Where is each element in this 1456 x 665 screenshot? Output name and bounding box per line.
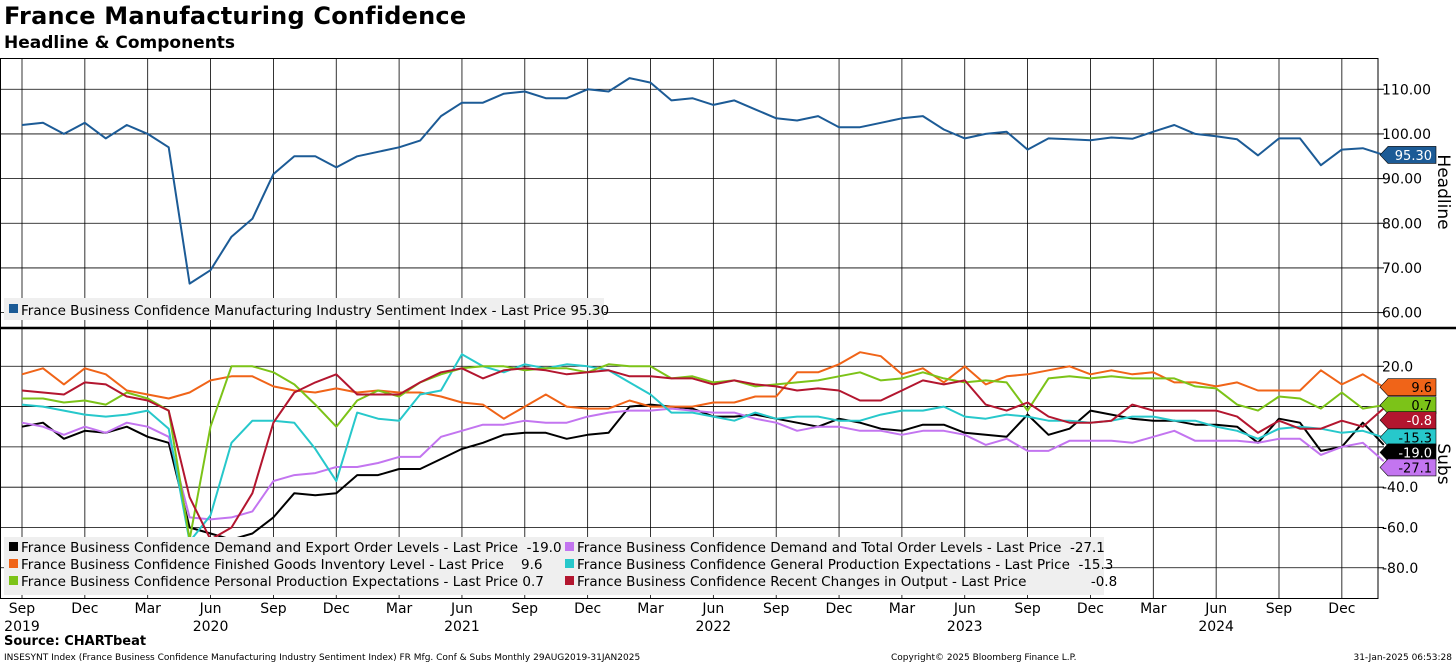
legend-swatch: [565, 559, 574, 568]
x-year-label: 2022: [696, 619, 732, 635]
x-tick-label: Jun: [450, 601, 473, 617]
last-price-tag-label: -0.8: [1407, 414, 1432, 429]
y-tick-label: 90.00: [1382, 172, 1422, 188]
x-year-label: 2023: [947, 619, 983, 635]
x-tick-label: Mar: [637, 601, 664, 617]
x-tick-label: Sep: [512, 601, 539, 617]
x-tick-label: Sep: [260, 601, 287, 617]
y-axis-title: Subs: [1433, 443, 1453, 484]
series-line: [21, 403, 1385, 541]
x-tick-label: Dec: [1077, 601, 1104, 617]
x-tick-label: Dec: [71, 601, 98, 617]
y-tick-label: 70.00: [1382, 261, 1422, 277]
x-tick-label: Dec: [1328, 601, 1355, 617]
x-tick-label: Mar: [889, 601, 916, 617]
last-price-tag: -0.8: [1379, 411, 1437, 429]
x-tick-label: Sep: [9, 601, 36, 617]
series-line: [21, 407, 1385, 521]
y-tick-label: -60.0: [1382, 520, 1418, 536]
x-tick-label: Dec: [323, 601, 350, 617]
series-line: [21, 353, 1385, 543]
legend-label: France Business Confidence Demand and To…: [577, 540, 1105, 556]
series-line: [21, 351, 1385, 420]
y-tick-label: 60.00: [1382, 306, 1422, 322]
legend-swatch: [565, 576, 574, 585]
x-tick-label: Mar: [1140, 601, 1167, 617]
last-price-tag-label: 0.7: [1411, 399, 1432, 414]
last-price-tag-box: [1379, 443, 1437, 462]
footer-copyright: Copyright© 2025 Bloomberg Finance L.P.: [891, 653, 1077, 663]
last-price-tag-box: [1379, 428, 1437, 447]
legend-label: France Business Confidence Personal Prod…: [21, 574, 544, 590]
x-tick-label: Dec: [574, 601, 601, 617]
legend-swatch: [9, 559, 18, 568]
last-price-tag-label: -19.0: [1398, 446, 1432, 461]
y-tick-label: 20.0: [1382, 359, 1413, 375]
legend-label: France Business Confidence Finished Good…: [21, 557, 543, 573]
x-tick-label: Jun: [701, 601, 724, 617]
series-line: [21, 367, 1385, 541]
x-tick-label: Dec: [826, 601, 853, 617]
last-price-tag: 0.7: [1379, 396, 1437, 414]
last-price-tag-box: [1379, 458, 1437, 477]
legend-bg: [4, 537, 1104, 595]
chart-title: France Manufacturing Confidence: [4, 2, 467, 30]
x-tick-label: Sep: [763, 601, 790, 617]
last-price-tag-label: -15.3: [1398, 431, 1432, 446]
x-tick-label: Sep: [1266, 601, 1293, 617]
series-line: [21, 77, 1385, 285]
y-tick-label: -40.0: [1382, 480, 1418, 496]
legend-bottom: France Business Confidence Demand and Ex…: [4, 537, 1117, 595]
x-tick-label: Mar: [134, 601, 161, 617]
chart-subtitle: Headline & Components: [4, 33, 236, 53]
y-axis-title: Headline: [1433, 154, 1453, 229]
last-price-tag-label: 95.30: [1395, 149, 1432, 164]
legend-swatch: [9, 542, 18, 551]
x-tick-label: Jun: [953, 601, 976, 617]
legend-swatch: [9, 576, 18, 585]
legend-label: France Business Confidence General Produ…: [577, 557, 1113, 573]
last-price-tag-box: [1379, 146, 1437, 164]
last-price-tag-box: [1379, 378, 1437, 397]
legend-top: France Business Confidence Manufacturing…: [4, 298, 609, 320]
last-price-tag-box: [1379, 411, 1437, 429]
x-year-label: 2020: [193, 619, 229, 635]
x-tick-label: Sep: [1014, 601, 1041, 617]
x-tick-label: Jun: [1204, 601, 1227, 617]
last-price-tag-label: -27.1: [1398, 461, 1432, 476]
x-tick-label: Jun: [199, 601, 222, 617]
last-price-tag: 95.30: [1379, 146, 1437, 164]
x-tick-label: Mar: [386, 601, 413, 617]
x-year-label: 2024: [1198, 619, 1234, 635]
y-tick-label: -80.0: [1382, 561, 1418, 577]
legend-swatch: [565, 542, 574, 551]
last-price-tag: -27.1: [1379, 458, 1437, 477]
series-line: [22, 363, 1384, 541]
legend-swatch: [9, 304, 18, 313]
last-price-tag: 9.6: [1379, 378, 1437, 397]
last-price-tag-label: 9.6: [1411, 381, 1432, 396]
x-year-label: 2021: [444, 619, 480, 635]
last-price-tag: -19.0: [1379, 443, 1437, 462]
y-tick-label: 110.00: [1382, 82, 1431, 98]
y-tick-label: 80.00: [1382, 216, 1422, 232]
last-price-tag: -15.3: [1379, 428, 1437, 447]
legend-bg: [4, 298, 604, 320]
x-year-label: 2019: [4, 619, 40, 635]
last-price-tag-box: [1379, 396, 1437, 414]
legend-label: France Business Confidence Recent Change…: [577, 574, 1117, 590]
legend-label: France Business Confidence Demand and Ex…: [21, 540, 562, 556]
legend-label: France Business Confidence Manufacturing…: [21, 303, 609, 319]
footer-timestamp: 31-Jan-2025 06:53:28: [1353, 653, 1452, 663]
source-note: Source: CHARTbeat: [4, 634, 147, 649]
footer-description: INSESYNT Index (France Business Confiden…: [4, 653, 641, 663]
y-tick-label: 100.00: [1382, 127, 1431, 143]
